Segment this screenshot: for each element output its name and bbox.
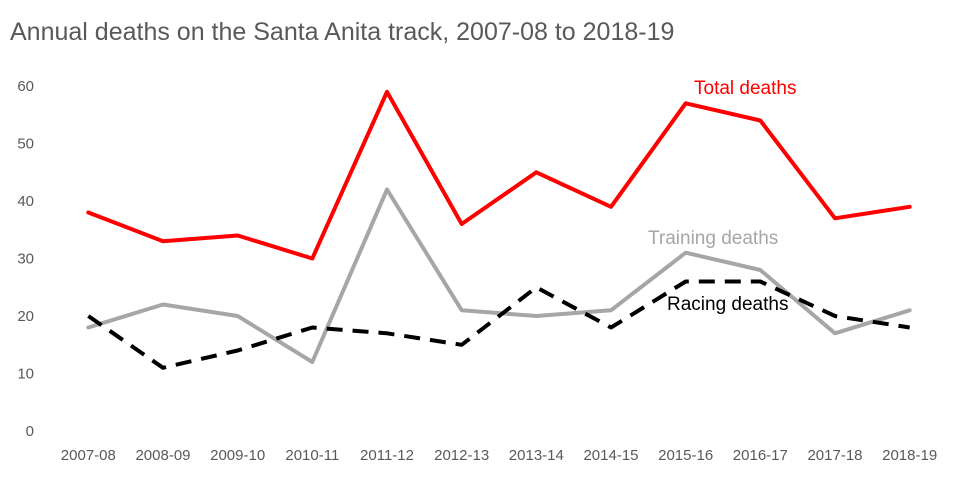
series-lines bbox=[86, 89, 912, 370]
x-tick-label: 2008-09 bbox=[135, 447, 190, 464]
x-tick-label: 2009-10 bbox=[210, 447, 265, 464]
x-tick-label: 2018-19 bbox=[882, 447, 937, 464]
y-tick-label: 50 bbox=[17, 136, 34, 153]
series-label-training-deaths: Training deaths bbox=[648, 228, 778, 249]
y-axis-ticks: 0 10 20 30 40 50 60 bbox=[17, 78, 34, 440]
x-tick-label: 2010-11 bbox=[285, 447, 339, 464]
y-tick-label: 20 bbox=[17, 308, 34, 325]
y-tick-label: 60 bbox=[17, 78, 34, 95]
x-tick-label: 2013-14 bbox=[509, 447, 564, 464]
x-tick-label: 2007-08 bbox=[61, 447, 116, 464]
x-axis-ticks: 2007-08 2008-09 2009-10 2010-11 2011-12 2012-… bbox=[61, 447, 937, 464]
series-label-total-deaths: Total deaths bbox=[694, 78, 796, 99]
series-label-racing-deaths: Racing deaths bbox=[667, 294, 788, 315]
x-tick-label: 2015-16 bbox=[658, 447, 713, 464]
x-tick-label: 2017-18 bbox=[807, 447, 862, 464]
x-tick-label: 2016-17 bbox=[733, 447, 788, 464]
y-tick-label: 0 bbox=[26, 423, 34, 440]
y-tick-label: 30 bbox=[17, 251, 34, 268]
x-tick-label: 2014-15 bbox=[583, 447, 638, 464]
series-line-total-deaths bbox=[86, 89, 912, 261]
x-tick-label: 2011-12 bbox=[360, 447, 414, 464]
series-labels: Total deaths Training deaths Racing deaths bbox=[648, 78, 796, 315]
series-line-racing-deaths bbox=[87, 279, 911, 370]
y-tick-label: 10 bbox=[17, 366, 34, 383]
series-line-training-deaths bbox=[86, 187, 912, 364]
x-tick-label: 2012-13 bbox=[434, 447, 489, 464]
chart-title: Annual deaths on the Santa Anita track, … bbox=[10, 18, 675, 46]
y-tick-label: 40 bbox=[17, 193, 34, 210]
